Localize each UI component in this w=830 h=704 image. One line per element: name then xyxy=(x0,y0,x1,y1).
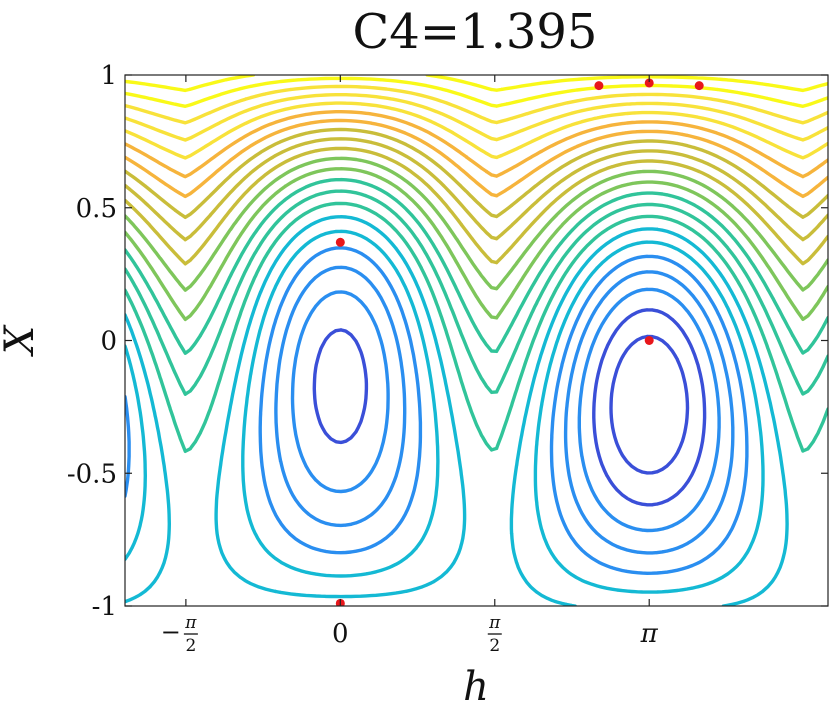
contour-line xyxy=(125,229,765,594)
contour-line xyxy=(125,201,828,453)
fixed-point-marker xyxy=(335,237,345,247)
contour-line xyxy=(125,84,828,125)
y-tick-label: 1 xyxy=(100,61,117,91)
y-tick-label: -1 xyxy=(92,592,117,622)
contour-line xyxy=(125,146,828,266)
contour-line xyxy=(125,93,828,142)
x-axis-label: h xyxy=(463,664,489,704)
contour-line xyxy=(125,246,749,575)
svg-text:−: − xyxy=(161,618,181,646)
contour-line xyxy=(125,167,828,322)
contour-line xyxy=(125,75,828,93)
x-tick-label: 0 xyxy=(332,619,349,649)
contour-line xyxy=(125,156,828,292)
contour-line xyxy=(125,127,828,219)
svg-text:2: 2 xyxy=(185,636,196,656)
y-tick-label: 0.5 xyxy=(76,194,117,224)
svg-text:π: π xyxy=(184,613,197,633)
contour-line xyxy=(125,177,828,355)
fixed-point-marker xyxy=(694,81,704,91)
fixed-point-marker xyxy=(644,336,654,345)
chart-title: C4=1.395 xyxy=(353,4,598,60)
svg-text:π: π xyxy=(488,613,501,633)
fixed-point-marker xyxy=(594,81,604,91)
fixed-points xyxy=(335,78,704,606)
contour-line xyxy=(125,118,828,199)
contour-line xyxy=(609,334,690,475)
y-tick-label: 0 xyxy=(100,327,117,357)
svg-text:2: 2 xyxy=(489,636,500,656)
contour-line xyxy=(312,308,707,507)
contour-line xyxy=(125,110,828,179)
contour-line xyxy=(290,287,721,533)
x-axis-ticks: − π2 0 π2 π xyxy=(161,75,659,656)
contour-line xyxy=(125,215,789,606)
y-axis-ticks: 1 0.5 0 -0.5 -1 xyxy=(67,61,828,622)
contour-line xyxy=(125,101,828,160)
x-tick-label: − π 2 xyxy=(161,613,198,656)
y-axis-label: X xyxy=(0,324,43,357)
contour-line xyxy=(125,189,828,396)
fixed-point-marker xyxy=(644,78,654,88)
y-tick-label: -0.5 xyxy=(67,459,117,489)
x-tick-label: π xyxy=(640,619,659,649)
contour-line xyxy=(125,137,828,242)
contour-line xyxy=(125,76,828,108)
contour-line xyxy=(274,265,735,555)
x-tick-label: π2 xyxy=(487,613,502,656)
contour-lines xyxy=(125,75,828,606)
